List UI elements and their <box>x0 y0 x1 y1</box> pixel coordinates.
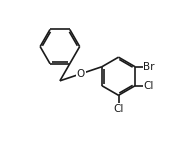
Text: O: O <box>77 69 85 79</box>
Text: Br: Br <box>143 62 155 72</box>
Text: Cl: Cl <box>113 104 124 114</box>
Text: Cl: Cl <box>143 81 154 91</box>
